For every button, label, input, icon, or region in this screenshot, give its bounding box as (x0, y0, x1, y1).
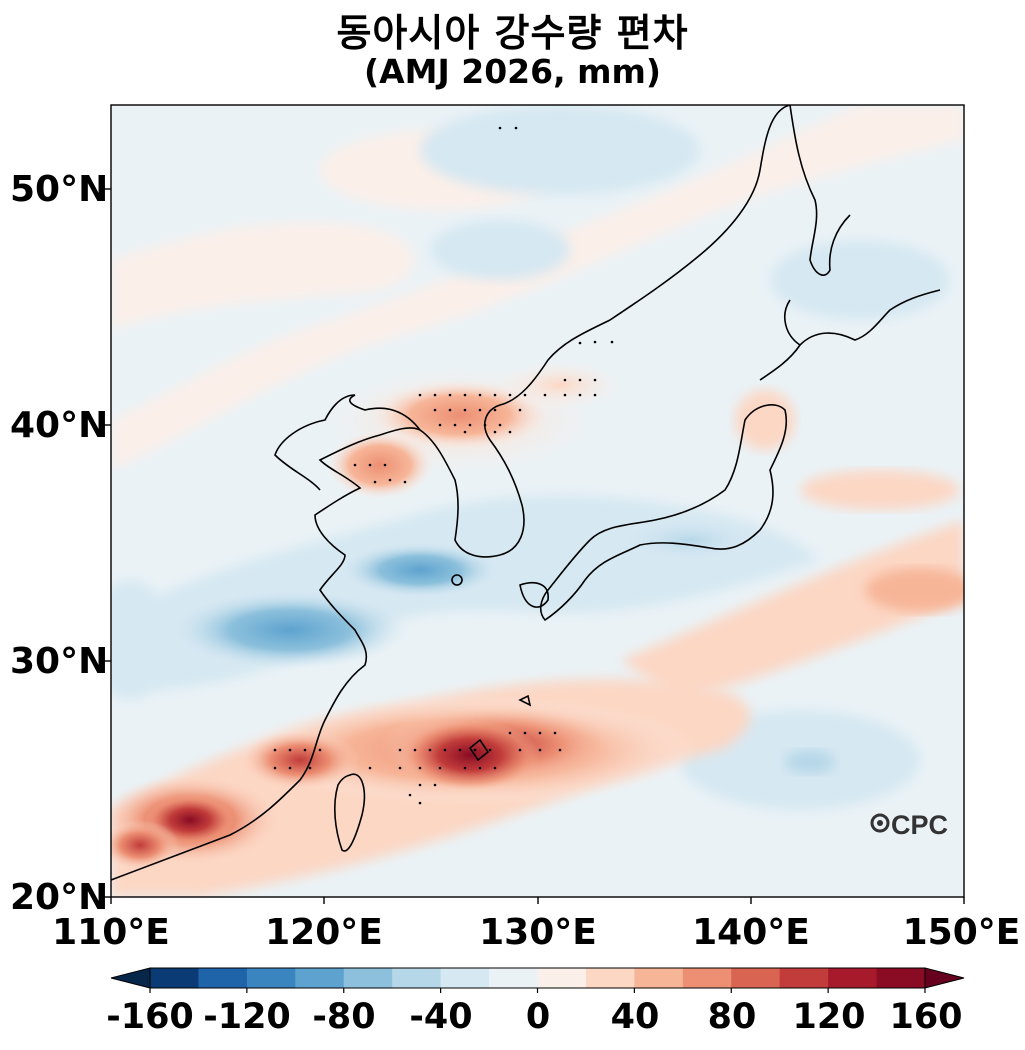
lat-tick-40: 40°N (10, 405, 109, 446)
axis-ticks (104, 188, 965, 904)
colorbar-label-40: 40 (610, 997, 660, 1037)
colorbar-label-neg80: -80 (312, 997, 376, 1037)
lat-tick-30: 30°N (10, 641, 109, 682)
colorbar-segment (876, 968, 926, 988)
lat-tick-50: 50°N (10, 169, 109, 210)
lon-tick-150: 150°E (902, 912, 1021, 953)
cpc-logo: CPC (870, 810, 948, 840)
colorbar-segment (198, 968, 248, 988)
significance-stippling (273, 126, 614, 805)
chart-subtitle: (AMJ 2026, mm) (364, 52, 661, 91)
colorbar-segment (682, 968, 732, 988)
colorbar (110, 967, 965, 993)
colorbar-segment (585, 968, 635, 988)
colorbar-segment (537, 968, 587, 988)
colorbar-label-120: 120 (792, 997, 866, 1037)
colorbar-label-neg120: -120 (203, 997, 291, 1037)
colorbar-segment (440, 968, 490, 988)
colorbar-segment (295, 968, 345, 988)
colorbar-label-80: 80 (707, 997, 757, 1037)
lon-tick-110: 110°E (52, 912, 170, 953)
colorbar-label-0: 0 (525, 997, 551, 1037)
colorbar-segment (392, 968, 442, 988)
colorbar-label-neg160: -160 (106, 997, 194, 1037)
colorbar-segment (246, 968, 296, 988)
anomaly-field (111, 105, 964, 897)
lon-tick-140: 140°E (692, 912, 810, 953)
chart-title: 동아시아 강수량 편차 (336, 11, 689, 55)
colorbar-extend-high (924, 967, 965, 989)
coastlines (111, 105, 941, 881)
colorbar-segment (779, 968, 829, 988)
colorbar-label-neg40: -40 (409, 997, 473, 1037)
colorbar-segment (828, 968, 878, 988)
colorbar-segment (150, 968, 199, 988)
colorbar-segment (731, 968, 781, 988)
colorbar-segment (489, 968, 538, 988)
colorbar-segment (343, 968, 393, 988)
colorbar-label-160: 160 (889, 997, 963, 1037)
lon-tick-130: 130°E (479, 912, 597, 953)
lon-tick-120: 120°E (265, 912, 383, 953)
cpc-logo-text: CPC (891, 810, 948, 840)
colorbar-extend-low (110, 967, 151, 989)
lat-tick-20: 20°N (10, 877, 109, 918)
colorbar-segment (634, 968, 684, 988)
